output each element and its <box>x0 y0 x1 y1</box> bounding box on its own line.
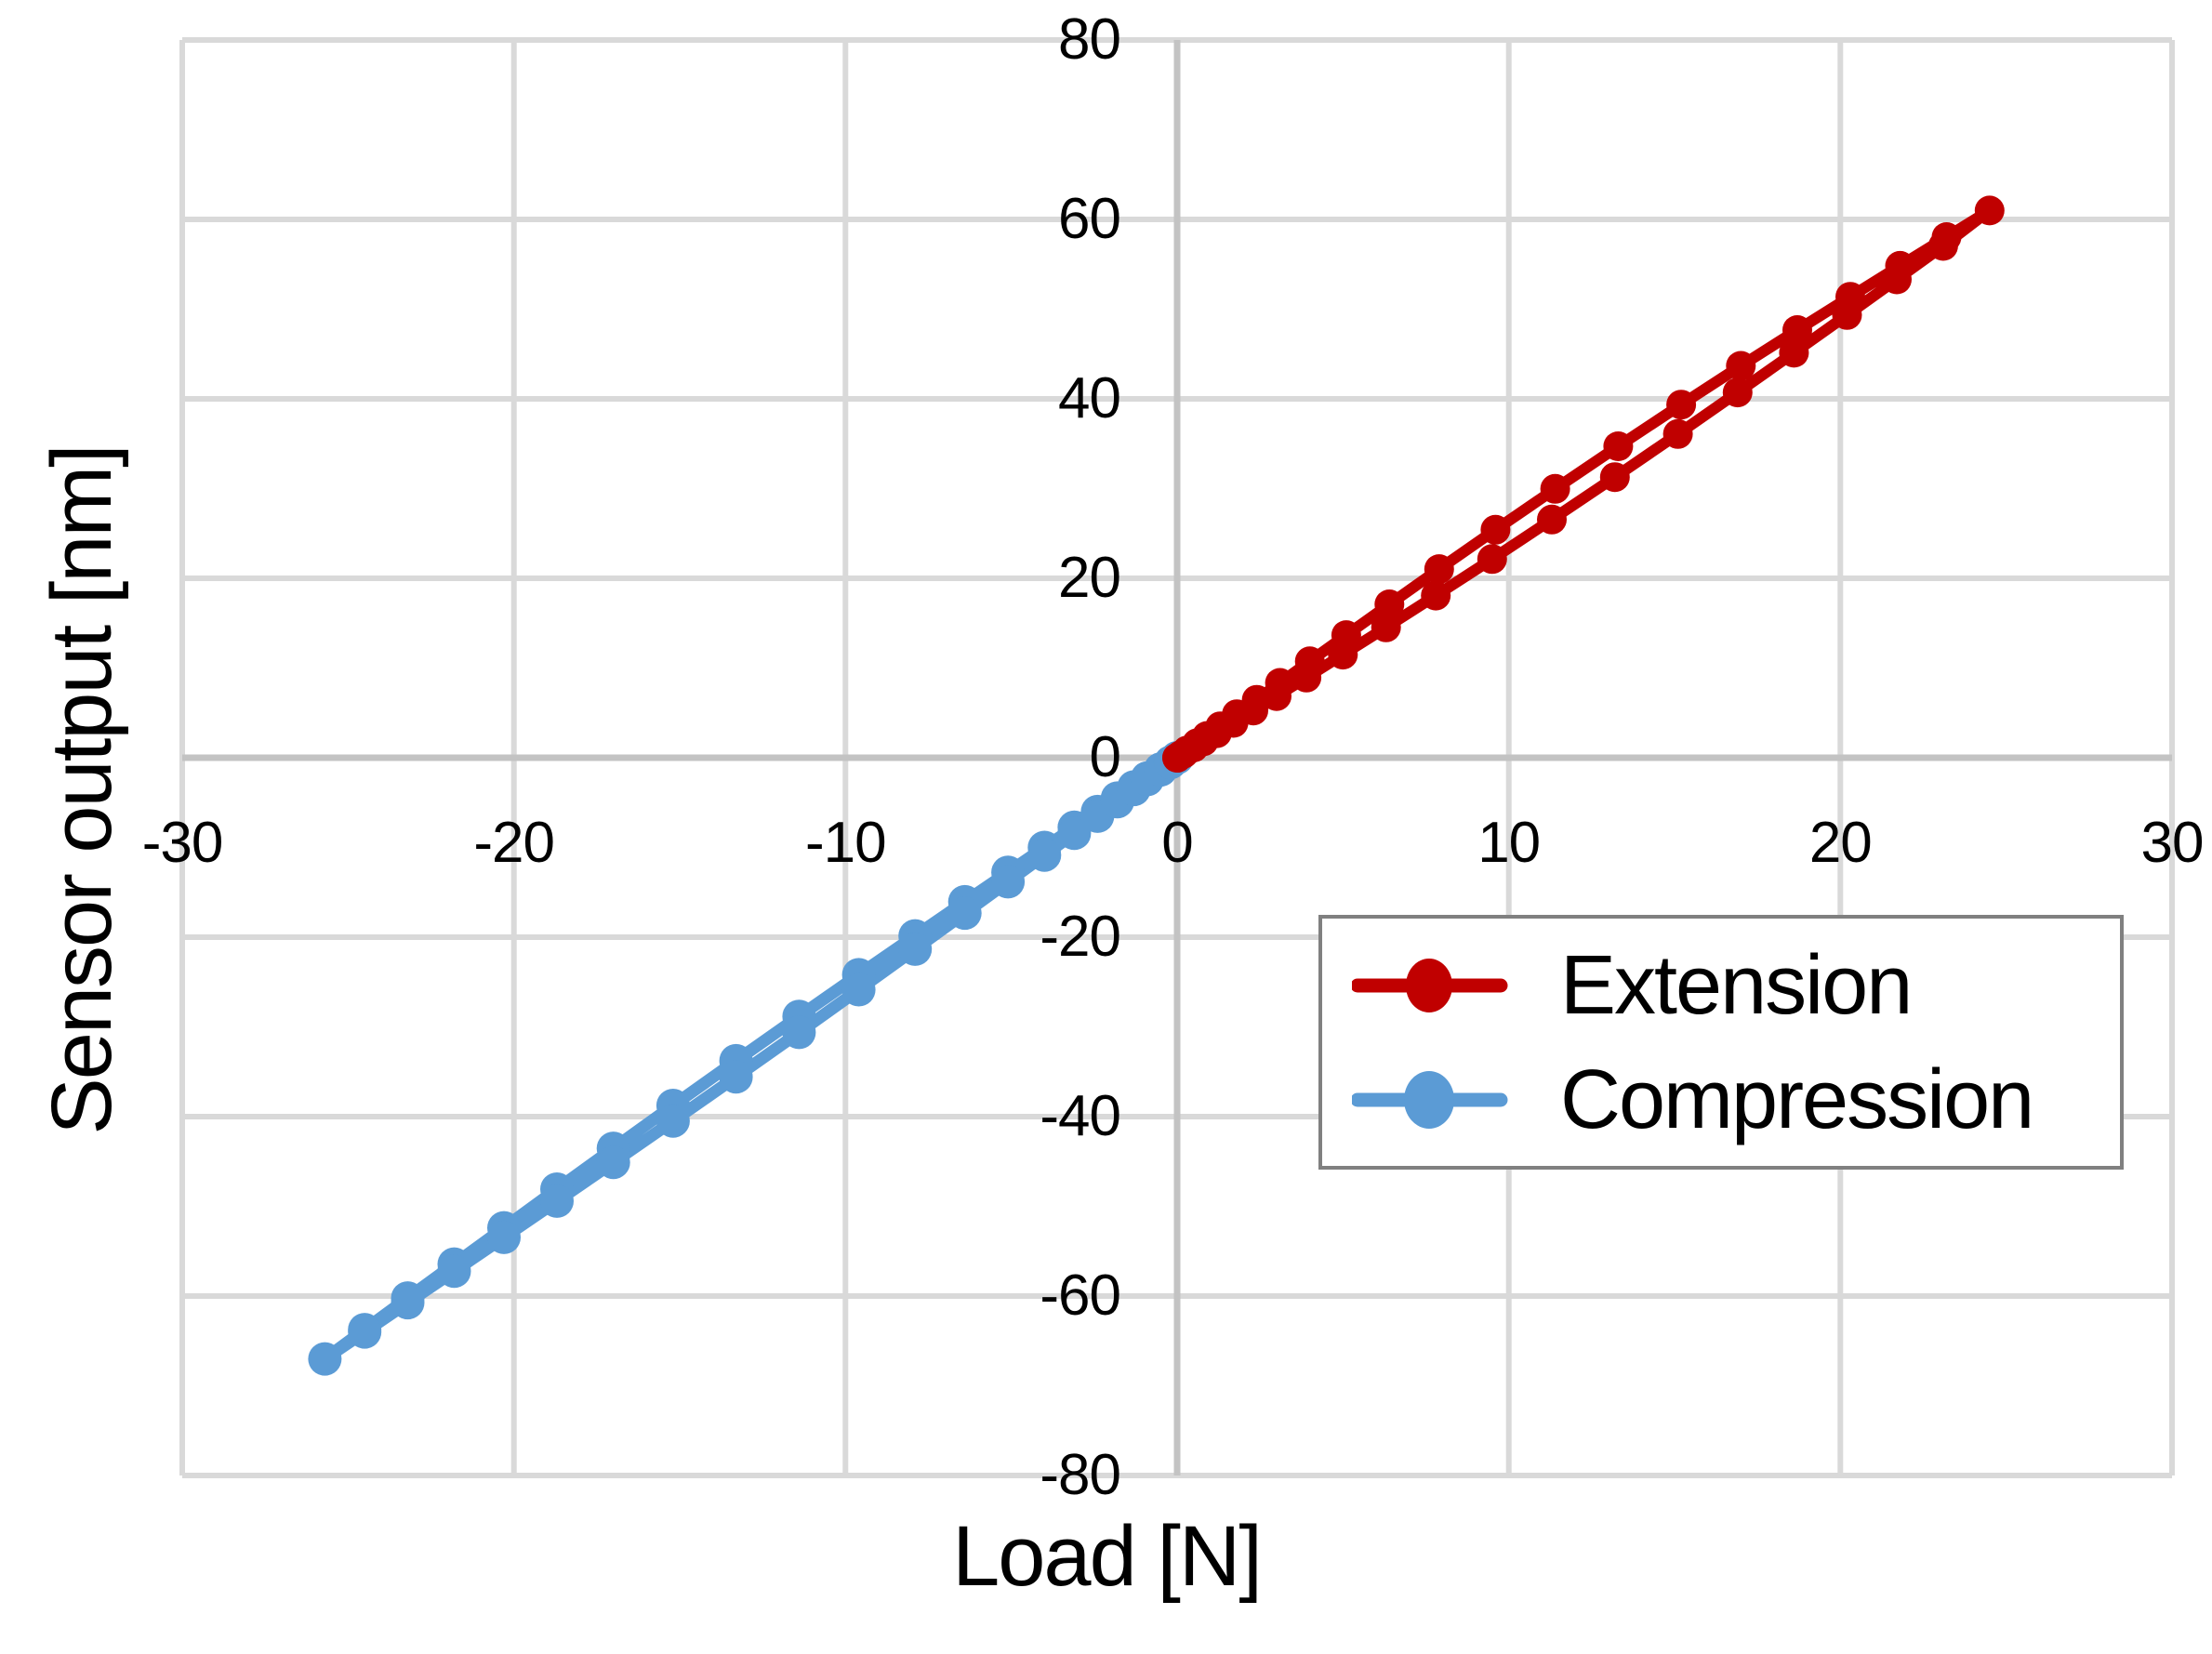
legend-label-extension: Extension <box>1560 938 1913 1032</box>
extension-series <box>1162 195 2005 773</box>
y-tick-label--80: -80 <box>1040 1443 1121 1507</box>
y-tick-label--20: -20 <box>1040 905 1121 969</box>
x-tick-label-30: 30 <box>2140 811 2205 875</box>
y-tick-label-80: 80 <box>1058 7 1121 72</box>
legend: Extension Compression <box>1318 915 2124 1170</box>
compression-series <box>308 741 1194 1376</box>
x-axis-title: Load [N] <box>952 1509 1263 1604</box>
y-tick-label-40: 40 <box>1058 366 1121 430</box>
x-tick-label-20: 20 <box>1808 811 1873 875</box>
x-tick-label-0: 0 <box>1161 811 1193 875</box>
y-tick-label-20: 20 <box>1058 546 1121 610</box>
legend-label-compression: Compression <box>1560 1052 2034 1146</box>
y-tick-label-60: 60 <box>1058 187 1121 251</box>
y-tick-label--60: -60 <box>1040 1264 1121 1328</box>
legend-item-compression: Compression <box>1352 1049 2120 1151</box>
x-tick-label--20: -20 <box>473 811 555 875</box>
x-tick-label--30: -30 <box>141 811 224 875</box>
legend-item-extension: Extension <box>1352 934 2120 1037</box>
y-tick-label-0: 0 <box>1089 725 1121 789</box>
y-axis-title: Sensor output [nm] <box>34 445 129 1135</box>
compression-legend-marker-icon <box>1352 1070 1508 1129</box>
y-tick-label--40: -40 <box>1040 1084 1121 1148</box>
extension-legend-marker-icon <box>1352 958 1508 1012</box>
x-tick-label-10: 10 <box>1477 811 1541 875</box>
x-tick-label--10: -10 <box>804 811 887 875</box>
